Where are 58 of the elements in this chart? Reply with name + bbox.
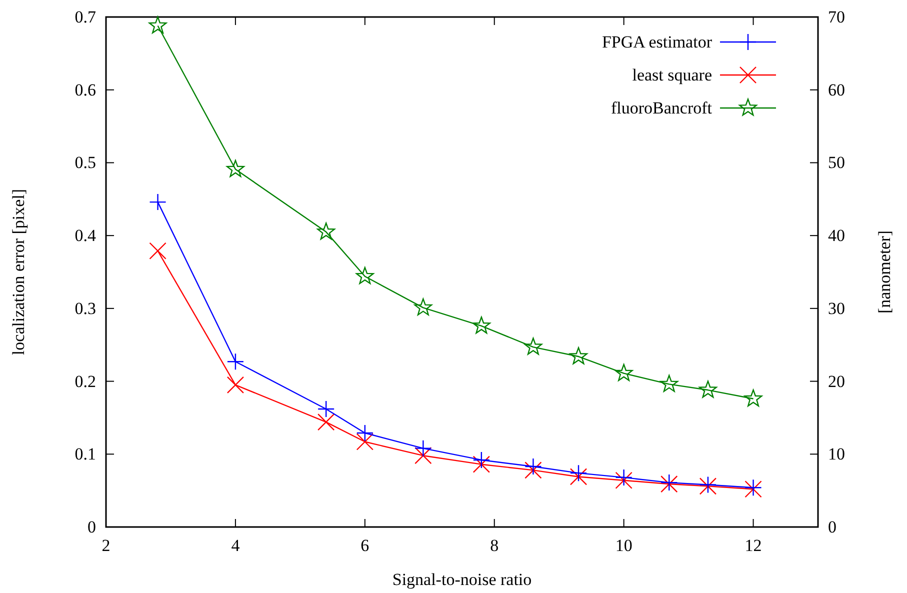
point (524, 458, 542, 476)
y2-tick-label: 0 (828, 518, 836, 536)
y-tick-label: 0.2 (74, 372, 96, 391)
point (698, 380, 717, 398)
point (226, 376, 244, 394)
y2-tick-label: 10 (828, 444, 845, 464)
y2-tick-label: 60 (828, 80, 845, 100)
point (660, 374, 678, 392)
point (317, 413, 335, 431)
point (615, 472, 632, 489)
y2-tick-label: 30 (828, 298, 845, 318)
point (414, 447, 432, 464)
y-tick-label: 0.4 (74, 226, 96, 246)
point (356, 424, 374, 442)
x-tick-label: 10 (615, 536, 632, 555)
y2-tick-label: 50 (828, 153, 845, 172)
point (570, 347, 588, 364)
y-tick-label: 0.6 (74, 80, 96, 100)
y-axis-title: localization error [pixel] (9, 188, 28, 356)
x-tick-label: 12 (744, 536, 762, 555)
point (472, 316, 490, 334)
point (614, 364, 633, 381)
y2-tick-label: 20 (828, 372, 845, 391)
y-tick-label: 0.1 (74, 444, 96, 464)
point (472, 456, 490, 473)
legend-label: FPGA estimator (602, 32, 712, 52)
point (524, 338, 542, 355)
point (356, 433, 374, 450)
x-tick-label: 4 (231, 536, 240, 555)
point (149, 242, 166, 260)
legend-label: least square (632, 66, 712, 84)
point (414, 440, 432, 457)
point (148, 16, 167, 34)
legend-label: fluoroBancroft (610, 98, 712, 118)
y2-axis-title: [nanometer] (875, 230, 894, 314)
x-tick-label: 8 (490, 536, 499, 555)
y2-tick-label: 70 (828, 8, 845, 26)
point (472, 451, 490, 469)
point (414, 298, 432, 316)
y2-tick-label: 40 (828, 226, 845, 246)
point (356, 266, 374, 284)
point (317, 222, 336, 240)
point (226, 353, 244, 370)
y-tick-label: 0.7 (74, 8, 96, 26)
y-tick-label: 0.3 (74, 298, 96, 318)
point (615, 468, 632, 486)
y-tick-label: 0.5 (74, 153, 96, 172)
x-tick-label: 6 (360, 536, 370, 555)
point (744, 389, 762, 406)
point (226, 160, 244, 177)
point (524, 462, 542, 479)
y-tick-label: 0 (88, 518, 96, 536)
x-tick-label: 2 (102, 536, 110, 555)
point (149, 193, 166, 211)
point (570, 464, 588, 482)
point (570, 468, 588, 486)
point (317, 400, 335, 418)
x-axis-title: Signal-to-noise ratio (392, 570, 532, 589)
